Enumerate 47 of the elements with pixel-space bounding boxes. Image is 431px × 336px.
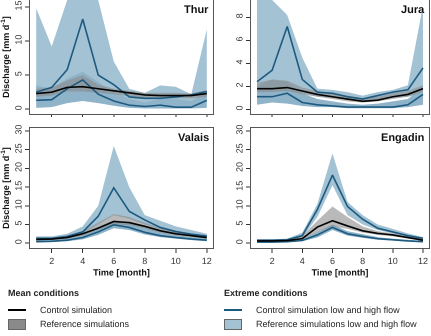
legend-label: Control simulation xyxy=(40,305,112,315)
chart-title: Engadin xyxy=(381,132,425,144)
y-tick-label: 6 xyxy=(234,36,244,42)
x-axis-title: Time [month] xyxy=(93,268,150,278)
y-tick-label: 15 xyxy=(13,180,24,191)
y-tick-label: 10 xyxy=(13,199,24,210)
x-tick-label: 12 xyxy=(202,256,212,266)
y-tick-label: 25 xyxy=(234,143,244,154)
chart-title: Jura xyxy=(401,4,426,16)
x-tick-label: 12 xyxy=(418,256,428,266)
legend-title: Mean conditions xyxy=(8,288,80,298)
x-tick-label: 8 xyxy=(360,256,366,266)
legend-title: Extreme conditions xyxy=(224,288,309,298)
x-tick-label: 8 xyxy=(142,256,148,266)
y-tick-label: 5 xyxy=(13,71,24,76)
x-tick-label: 2 xyxy=(270,256,275,266)
y-tick-label: 2 xyxy=(234,82,244,88)
y-tick-label: 15 xyxy=(234,180,244,191)
x-tick-label: 10 xyxy=(388,256,398,266)
x-tick-label: 4 xyxy=(80,256,86,266)
x-tick-label: 6 xyxy=(111,256,116,266)
y-tick-label: 20 xyxy=(13,162,24,172)
x-axis-title: Time [month] xyxy=(312,268,368,278)
y-tick-label: 10 xyxy=(13,34,24,45)
y-tick-label: 0 xyxy=(234,106,244,111)
y-tick-label: 10 xyxy=(234,199,244,210)
y-tick-label: 15 xyxy=(13,0,24,10)
legend-label: Reference simulations low and high flow xyxy=(256,319,417,329)
legend-label: Reference simulations xyxy=(40,319,130,329)
y-tick-label: 20 xyxy=(234,162,244,172)
legend-label: Control simulation low and high flow xyxy=(256,305,400,315)
y-tick-label: 5 xyxy=(234,220,244,226)
y-tick-label: 0 xyxy=(234,239,244,244)
y-tick-label: 30 xyxy=(13,124,24,135)
y-tick-label: 5 xyxy=(13,220,24,226)
y-tick-label: 4 xyxy=(234,59,244,64)
y-tick-label: 8 xyxy=(234,13,244,18)
x-tick-label: 6 xyxy=(330,256,335,266)
y-tick-label: 30 xyxy=(234,124,244,135)
chart-title: Thur xyxy=(184,4,210,16)
y-tick-label: 0 xyxy=(13,239,24,244)
y-tick-label: 0 xyxy=(13,105,24,110)
y-tick-label: 25 xyxy=(13,143,24,154)
x-tick-label: 4 xyxy=(300,256,305,266)
chart-title: Valais xyxy=(178,132,210,144)
x-tick-label: 2 xyxy=(49,256,54,266)
x-tick-label: 10 xyxy=(170,256,181,266)
